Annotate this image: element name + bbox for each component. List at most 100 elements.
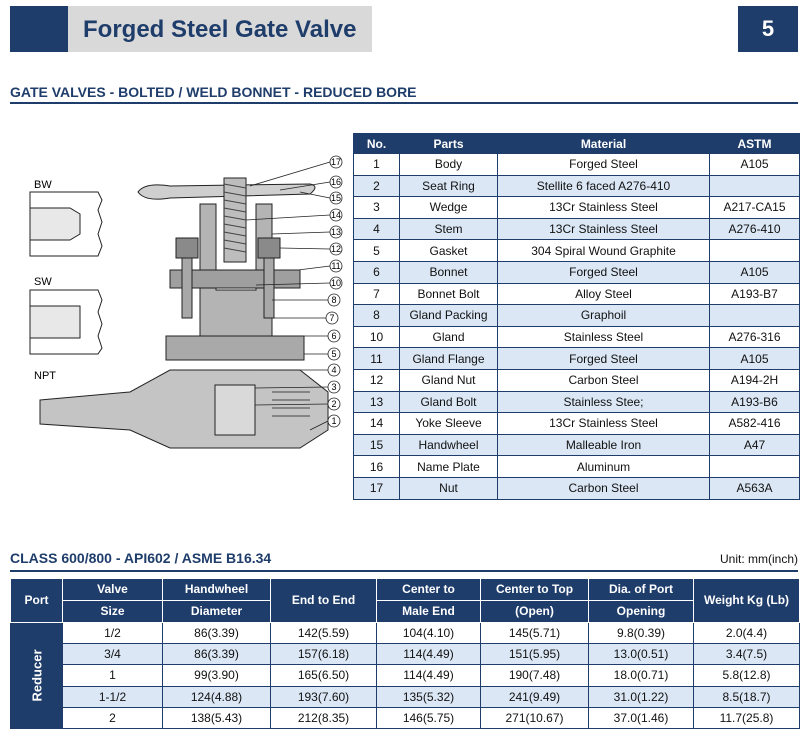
part-astm	[709, 239, 800, 262]
table-row: 13 Gland Bolt Stainless Stee; A193-B6	[353, 390, 800, 414]
part-material: Carbon Steel	[497, 368, 710, 392]
part-material: Forged Steel	[497, 260, 710, 284]
part-astm	[709, 174, 800, 198]
part-no: 1	[353, 153, 400, 176]
callout-11: 11	[331, 261, 340, 271]
part-material: Stainless Steel	[497, 325, 710, 349]
part-name: Stem	[399, 217, 498, 241]
part-no: 14	[353, 412, 400, 435]
part-name: Body	[399, 153, 498, 176]
part-name: Handwheel	[399, 433, 498, 457]
col-header-end-to-end: End to End	[270, 578, 377, 623]
part-name: Bonnet	[399, 260, 498, 284]
part-no: 17	[353, 476, 400, 500]
col-header-port: Port	[10, 578, 63, 623]
table-row: 7 Bonnet Bolt Alloy Steel A193-B7	[353, 282, 800, 306]
part-name: Gland Nut	[399, 368, 498, 392]
table-row: 6 Bonnet Forged Steel A105	[353, 260, 800, 284]
handwheel-diameter: 86(3.39)	[162, 643, 271, 666]
callout-5: 5	[331, 349, 336, 359]
valve-size: 1	[62, 664, 163, 687]
col-header-astm: ASTM	[709, 133, 800, 154]
weight: 5.8(12.8)	[693, 664, 800, 687]
col-header-handwheel-2: Diameter	[162, 600, 271, 623]
title-accent	[10, 6, 68, 52]
callout-10: 10	[331, 278, 341, 288]
part-no: 11	[353, 347, 400, 370]
col-header-material: Material	[497, 133, 710, 154]
port-label-reducer: Reducer	[29, 649, 45, 702]
part-material: Forged Steel	[497, 153, 710, 176]
valve-size: 3/4	[62, 643, 163, 666]
valve-drawing: BW SW NPT 17 16 15 14 13	[29, 155, 343, 449]
callout-13: 13	[331, 227, 341, 237]
callout-16: 16	[331, 177, 341, 187]
callout-group: 17 16 15 14 13 12 11 10 8 7 6 5	[245, 155, 343, 431]
wedge-shape	[214, 384, 256, 436]
end-to-end: 212(8.35)	[270, 706, 377, 729]
weight: 3.4(7.5)	[693, 643, 800, 666]
part-no: 8	[353, 304, 400, 327]
part-no: 12	[353, 368, 400, 392]
part-astm	[709, 455, 800, 478]
part-no: 6	[353, 260, 400, 284]
part-astm: A194-2H	[709, 368, 800, 392]
part-no: 10	[353, 325, 400, 349]
part-no: 15	[353, 433, 400, 457]
part-name: Yoke Sleeve	[399, 412, 498, 435]
end-label-bw: BW	[34, 179, 52, 191]
parts-table: No. Parts Material ASTM 1 Body Forged Stee…	[353, 133, 800, 500]
table-row: 12 Gland Nut Carbon Steel A194-2H	[353, 368, 800, 392]
gland-nut-right	[257, 237, 281, 259]
stem-threads	[223, 183, 247, 253]
parts-header-row: No. Parts Material ASTM	[353, 133, 800, 154]
bonnet-shape	[165, 335, 305, 361]
part-no: 13	[353, 390, 400, 414]
end-to-end: 157(6.18)	[270, 643, 377, 666]
section-rule-2	[10, 570, 798, 572]
part-name: Name Plate	[399, 455, 498, 478]
handwheel-diameter: 138(5.43)	[162, 706, 271, 729]
col-header-no: No.	[353, 133, 400, 154]
center-to-male-end: 104(4.10)	[376, 621, 481, 645]
part-material: Forged Steel	[497, 347, 710, 370]
part-name: Bonnet Bolt	[399, 282, 498, 306]
part-material: Stellite 6 faced A276-410	[497, 174, 710, 198]
part-material: Graphoil	[497, 304, 710, 327]
end-label-sw: SW	[34, 276, 52, 288]
col-header-center-top-2: (Open)	[480, 600, 589, 623]
part-material: Stainless Stee;	[497, 390, 710, 414]
part-astm: A276-410	[709, 217, 800, 241]
valve-size: 1/2	[62, 621, 163, 645]
center-to-top: 190(7.48)	[480, 664, 589, 687]
stem-shape	[223, 177, 247, 263]
part-astm: A217-CA15	[709, 196, 800, 219]
col-header-parts: Parts	[399, 133, 498, 154]
table-row: 2 138(5.43) 212(8.35) 146(5.75) 271(10.6…	[11, 706, 800, 729]
port-opening: 37.0(1.46)	[588, 706, 694, 729]
dims-header-row-2: Size Diameter Male End (Open) Opening	[11, 600, 800, 623]
gland-bolt-right	[263, 257, 275, 319]
npt-threads	[272, 391, 310, 417]
part-astm: A105	[709, 260, 800, 284]
port-opening: 18.0(0.71)	[588, 664, 694, 687]
part-no: 5	[353, 239, 400, 262]
part-name: Gland	[399, 325, 498, 349]
part-no: 2	[353, 174, 400, 198]
part-name: Nut	[399, 476, 498, 500]
table-row: 1 Body Forged Steel A105	[353, 153, 800, 176]
table-row: 16 Name Plate Aluminum	[353, 455, 800, 478]
callout-15: 15	[331, 193, 341, 203]
table-row: 4 Stem 13Cr Stainless Steel A276-410	[353, 217, 800, 241]
unit-label: Unit: mm(inch)	[719, 552, 798, 566]
valve-size: 1-1/2	[62, 685, 163, 708]
callout-6: 6	[331, 331, 336, 341]
page-title: Forged Steel Gate Valve	[83, 16, 357, 43]
table-row: 3 Wedge 13Cr Stainless Steel A217-CA15	[353, 196, 800, 219]
callout-12: 12	[331, 244, 341, 254]
col-header-valve-size-2: Size	[62, 600, 163, 623]
part-material: Carbon Steel	[497, 476, 710, 500]
part-name: Seat Ring	[399, 174, 498, 198]
center-to-male-end: 146(5.75)	[376, 706, 481, 729]
dims-header-row-1: Port Valve Handwheel End to End Center t…	[10, 578, 800, 623]
